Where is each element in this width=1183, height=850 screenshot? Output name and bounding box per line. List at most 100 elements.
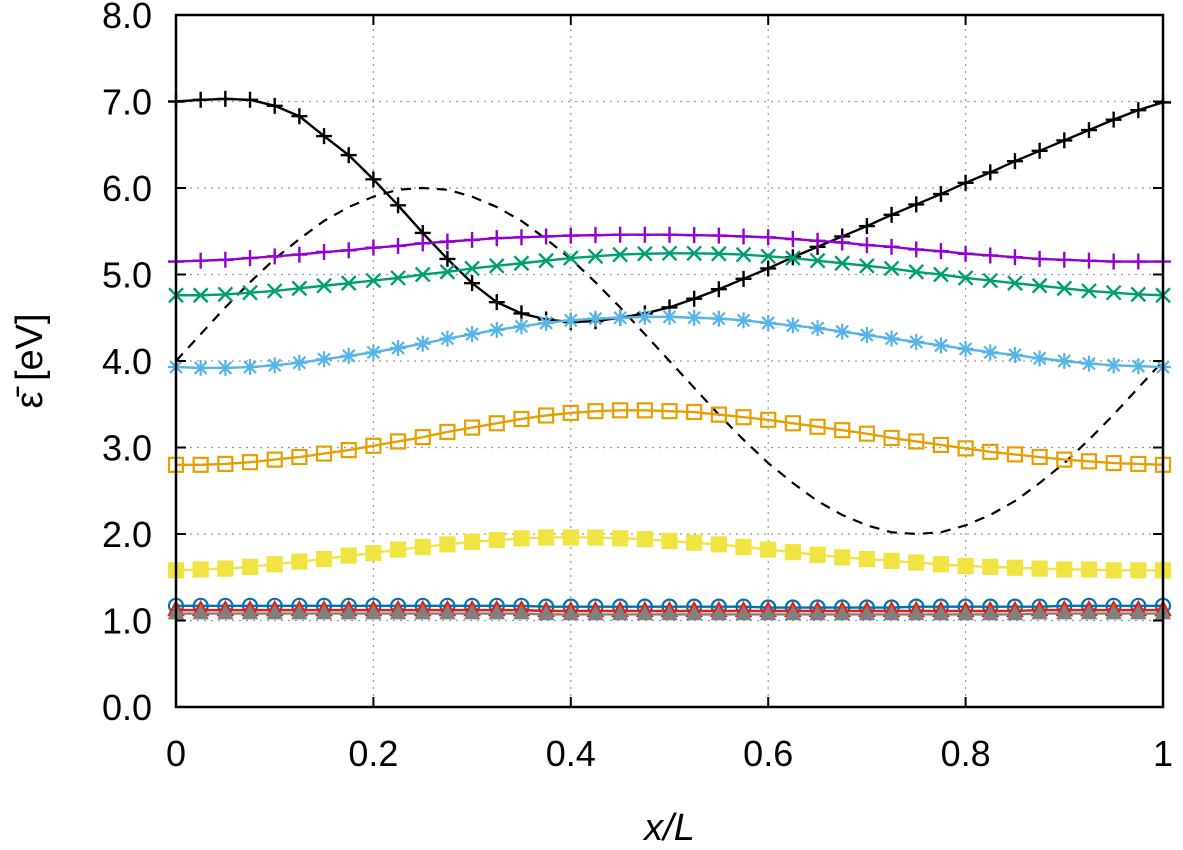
data-point [686,245,703,262]
x-tick-label: 1 [1153,733,1173,774]
data-point [661,308,678,325]
data-point [760,314,777,331]
data-point [858,604,876,621]
data-point [760,541,777,558]
data-point [291,448,308,466]
data-point [957,604,974,621]
data-point [1130,358,1147,375]
data-point [932,556,950,573]
data-point [439,250,456,267]
data-point [439,603,456,620]
data-point [316,351,333,368]
data-point [784,231,801,248]
data-point [735,409,752,426]
data-point [735,538,752,556]
data-point [908,333,925,350]
data-point [957,174,974,191]
series-group [167,90,1172,621]
data-point [439,264,456,280]
data-point [710,406,727,423]
data-point [266,357,283,374]
x-tick-label: 0 [166,733,186,774]
data-point [365,171,382,188]
data-point [636,226,653,243]
data-point [291,246,308,263]
data-point [488,258,505,274]
data-point [315,603,333,620]
data-point [957,440,974,457]
data-point [562,227,579,244]
data-point [192,603,209,620]
data-point [834,323,851,340]
data-point [1080,603,1098,620]
series-1 [175,186,1164,536]
y-tick-label: 7.0 [102,82,152,123]
data-point [1006,249,1023,266]
data-point [414,429,431,446]
data-point [1130,562,1147,579]
series-4 [168,308,1171,376]
data-point [538,252,554,269]
data-point [1031,448,1048,466]
data-point [316,277,332,294]
data-point [587,604,604,621]
data-point [513,255,530,272]
data-point [266,248,283,265]
data-point [760,229,777,246]
y-tick-label: 8.0 [102,0,152,36]
data-point [315,445,333,462]
data-point [464,533,481,550]
data-point [365,603,382,620]
data-point [932,436,950,454]
data-point [562,312,579,329]
data-point [932,186,949,203]
data-point [809,232,826,249]
data-point [291,280,308,297]
data-point [858,327,875,344]
data-point [612,246,628,263]
data-point [587,529,604,546]
data-point [809,418,826,435]
series-3 [168,245,1171,304]
data-point [266,97,283,114]
data-point [883,238,900,255]
y-tick-label: 6.0 [102,168,152,209]
data-point [365,239,382,256]
data-point [217,90,234,107]
data-point [1031,250,1048,267]
data-point [390,197,407,214]
data-point [636,402,653,419]
data-point [1080,355,1097,372]
data-point [982,164,999,181]
data-point [710,227,727,244]
data-point [389,603,407,620]
data-point [982,272,999,289]
data-point [291,354,308,371]
data-point [1006,604,1024,621]
data-point [982,443,999,460]
data-point [636,308,653,325]
data-point [414,603,432,620]
y-tick-label: 0.0 [102,687,152,728]
data-point [661,532,678,550]
data-point [464,419,481,436]
data-point [537,604,555,621]
data-point [784,415,801,432]
data-point [241,454,259,471]
data-point [340,275,357,291]
data-point [464,326,481,343]
data-point [266,603,283,620]
series-6 [167,529,1172,579]
y-tick-label: 5.0 [102,255,152,296]
data-point [217,455,234,473]
series-0 [168,90,1171,331]
data-point [1056,603,1073,620]
data-point [389,433,407,450]
data-point [1031,277,1048,294]
data-point [340,242,357,259]
series-5 [167,402,1172,473]
data-point [1105,454,1122,472]
data-point [1105,357,1122,374]
data-point [414,235,431,252]
